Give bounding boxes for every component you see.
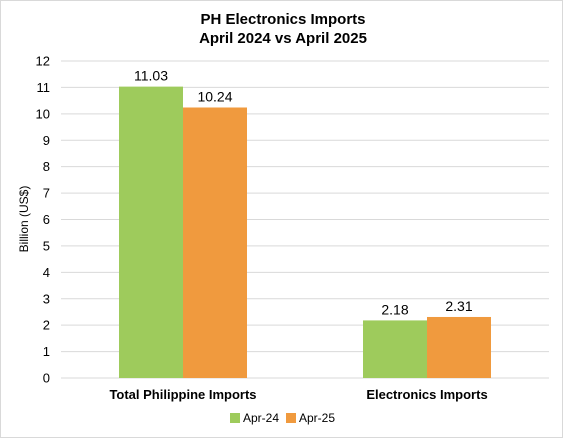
legend-swatch-apr-24 — [230, 413, 240, 423]
bar-apr-24-1 — [363, 320, 427, 378]
data-label: 2.31 — [445, 298, 472, 314]
y-tick-label: 10 — [36, 106, 50, 121]
category-label: Total Philippine Imports — [109, 387, 256, 402]
bar-apr-25-1 — [427, 316, 491, 378]
y-tick-label: 8 — [43, 159, 50, 174]
bar-apr-25-0 — [183, 107, 247, 378]
data-labels: 11.03 10.24 2.18 2.31 — [134, 68, 473, 318]
legend-label: Apr-25 — [299, 411, 335, 425]
legend: Apr-24 Apr-25 — [230, 411, 335, 425]
y-axis-label: Billion (US$) — [17, 186, 31, 253]
chart-title-line-2: April 2024 vs April 2025 — [199, 30, 367, 47]
y-tick-label: 1 — [43, 344, 50, 359]
y-tick-label: 5 — [43, 238, 50, 253]
data-label: 11.03 — [134, 68, 168, 84]
data-label: 2.18 — [381, 301, 408, 317]
y-tick-label: 6 — [43, 212, 50, 227]
y-tick-label: 4 — [43, 265, 50, 280]
y-tick-label: 9 — [43, 133, 50, 148]
legend-swatch-apr-25 — [286, 413, 296, 423]
y-tick-label: 7 — [43, 186, 50, 201]
chart-title-line-1: PH Electronics Imports — [200, 11, 365, 28]
y-tick-label: 12 — [36, 54, 50, 69]
legend-label: Apr-24 — [243, 411, 279, 425]
y-tick-label: 0 — [43, 371, 50, 386]
category-labels: Total Philippine Imports Electronics Impo… — [109, 387, 487, 402]
y-tick-label: 11 — [37, 80, 51, 95]
bars — [119, 86, 491, 378]
bar-apr-24-0 — [119, 86, 183, 378]
y-tick-label: 2 — [43, 318, 50, 333]
category-label: Electronics Imports — [366, 387, 487, 402]
data-label: 10.24 — [197, 88, 232, 104]
y-tick-label: 3 — [43, 291, 50, 306]
